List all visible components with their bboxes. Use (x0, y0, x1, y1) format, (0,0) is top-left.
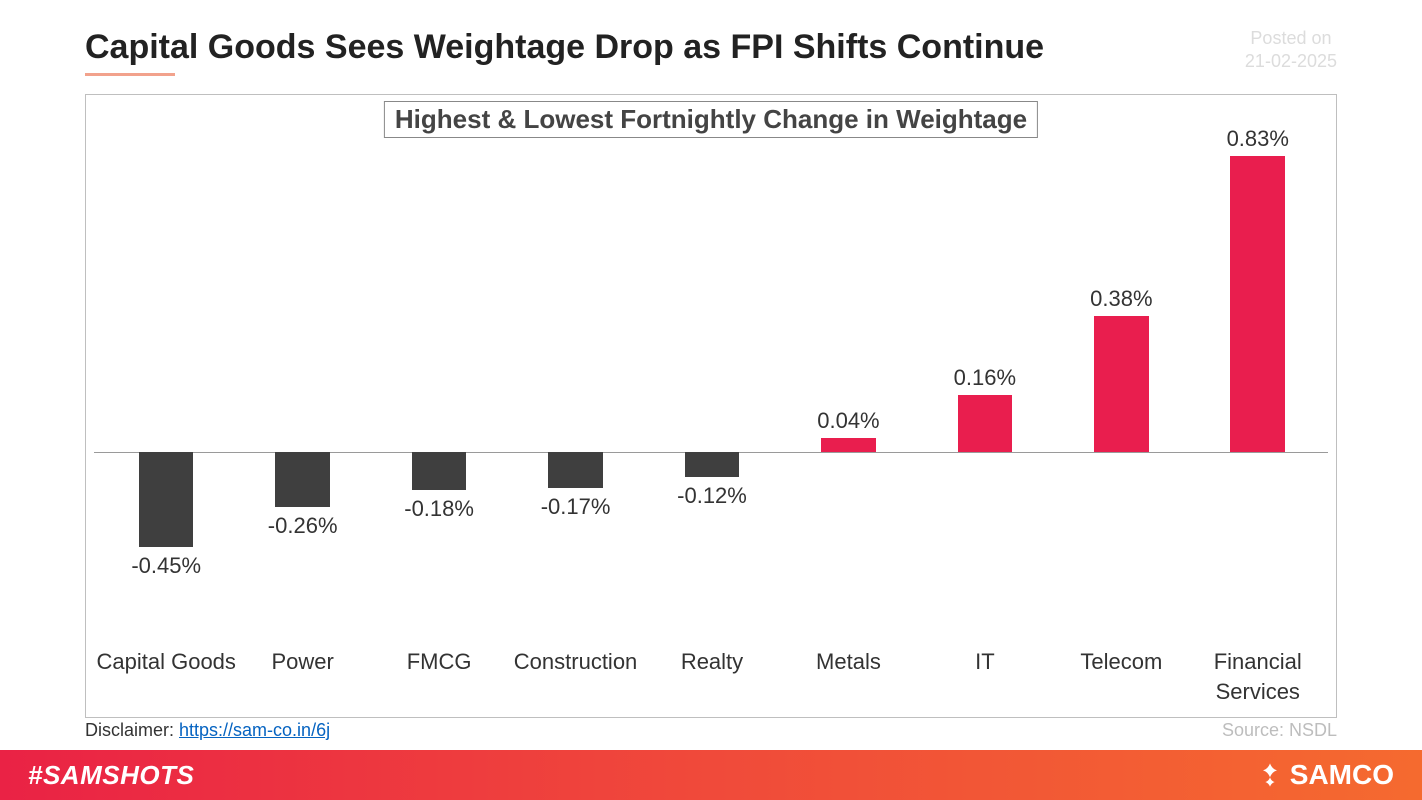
bar-value-label: 0.38% (1090, 286, 1152, 312)
category-label: Power (228, 647, 378, 677)
bar-value-label: 0.04% (817, 408, 879, 434)
category-label: Capital Goods (91, 647, 241, 677)
bar (958, 395, 1013, 452)
bar (1094, 316, 1149, 452)
header: Capital Goods Sees Weightage Drop as FPI… (0, 0, 1422, 76)
posted-block: Posted on 21-02-2025 (1245, 28, 1337, 72)
bar (1230, 156, 1285, 452)
bar-value-label: -0.12% (677, 483, 747, 509)
posted-date: 21-02-2025 (1245, 51, 1337, 72)
disclaimer: Disclaimer: https://sam-co.in/6j (85, 720, 330, 741)
category-label: Telecom (1046, 647, 1196, 677)
brand-icon (1256, 761, 1284, 789)
bar-chart: -0.45% Capital Goods -0.26% Power -0.18% FMCG… (86, 95, 1336, 717)
disclaimer-link[interactable]: https://sam-co.in/6j (179, 720, 330, 740)
source-label: Source: NSDL (1222, 720, 1337, 741)
bar (548, 452, 603, 488)
category-label: Financial Services (1183, 647, 1333, 706)
bar-value-label: -0.18% (404, 496, 474, 522)
disclaimer-label: Disclaimer: (85, 720, 179, 740)
bar-value-label: -0.26% (268, 513, 338, 539)
brand-text: SAMCO (1290, 759, 1394, 791)
bar (821, 438, 876, 452)
page-root: Capital Goods Sees Weightage Drop as FPI… (0, 0, 1422, 800)
bar (412, 452, 467, 490)
bar (685, 452, 740, 477)
category-label: FMCG (364, 647, 514, 677)
brand-logo: SAMCO (1256, 759, 1394, 791)
page-title: Capital Goods Sees Weightage Drop as FPI… (85, 28, 1044, 67)
category-label: IT (910, 647, 1060, 677)
title-underline (85, 73, 175, 76)
hashtag: #SAMSHOTS (28, 760, 194, 791)
chart-frame: Highest & Lowest Fortnightly Change in W… (85, 94, 1337, 718)
posted-on-label: Posted on (1245, 28, 1337, 49)
category-label: Construction (501, 647, 651, 677)
footer: Disclaimer: https://sam-co.in/6j Source:… (85, 720, 1337, 741)
bar (275, 452, 330, 507)
bar-value-label: -0.17% (541, 494, 611, 520)
bar-value-label: 0.83% (1227, 126, 1289, 152)
bar (139, 452, 194, 547)
bar-value-label: 0.16% (954, 365, 1016, 391)
category-label: Realty (637, 647, 787, 677)
bar-value-label: -0.45% (131, 553, 201, 579)
bottom-bar: #SAMSHOTS SAMCO (0, 750, 1422, 800)
category-label: Metals (773, 647, 923, 677)
title-block: Capital Goods Sees Weightage Drop as FPI… (85, 28, 1044, 76)
